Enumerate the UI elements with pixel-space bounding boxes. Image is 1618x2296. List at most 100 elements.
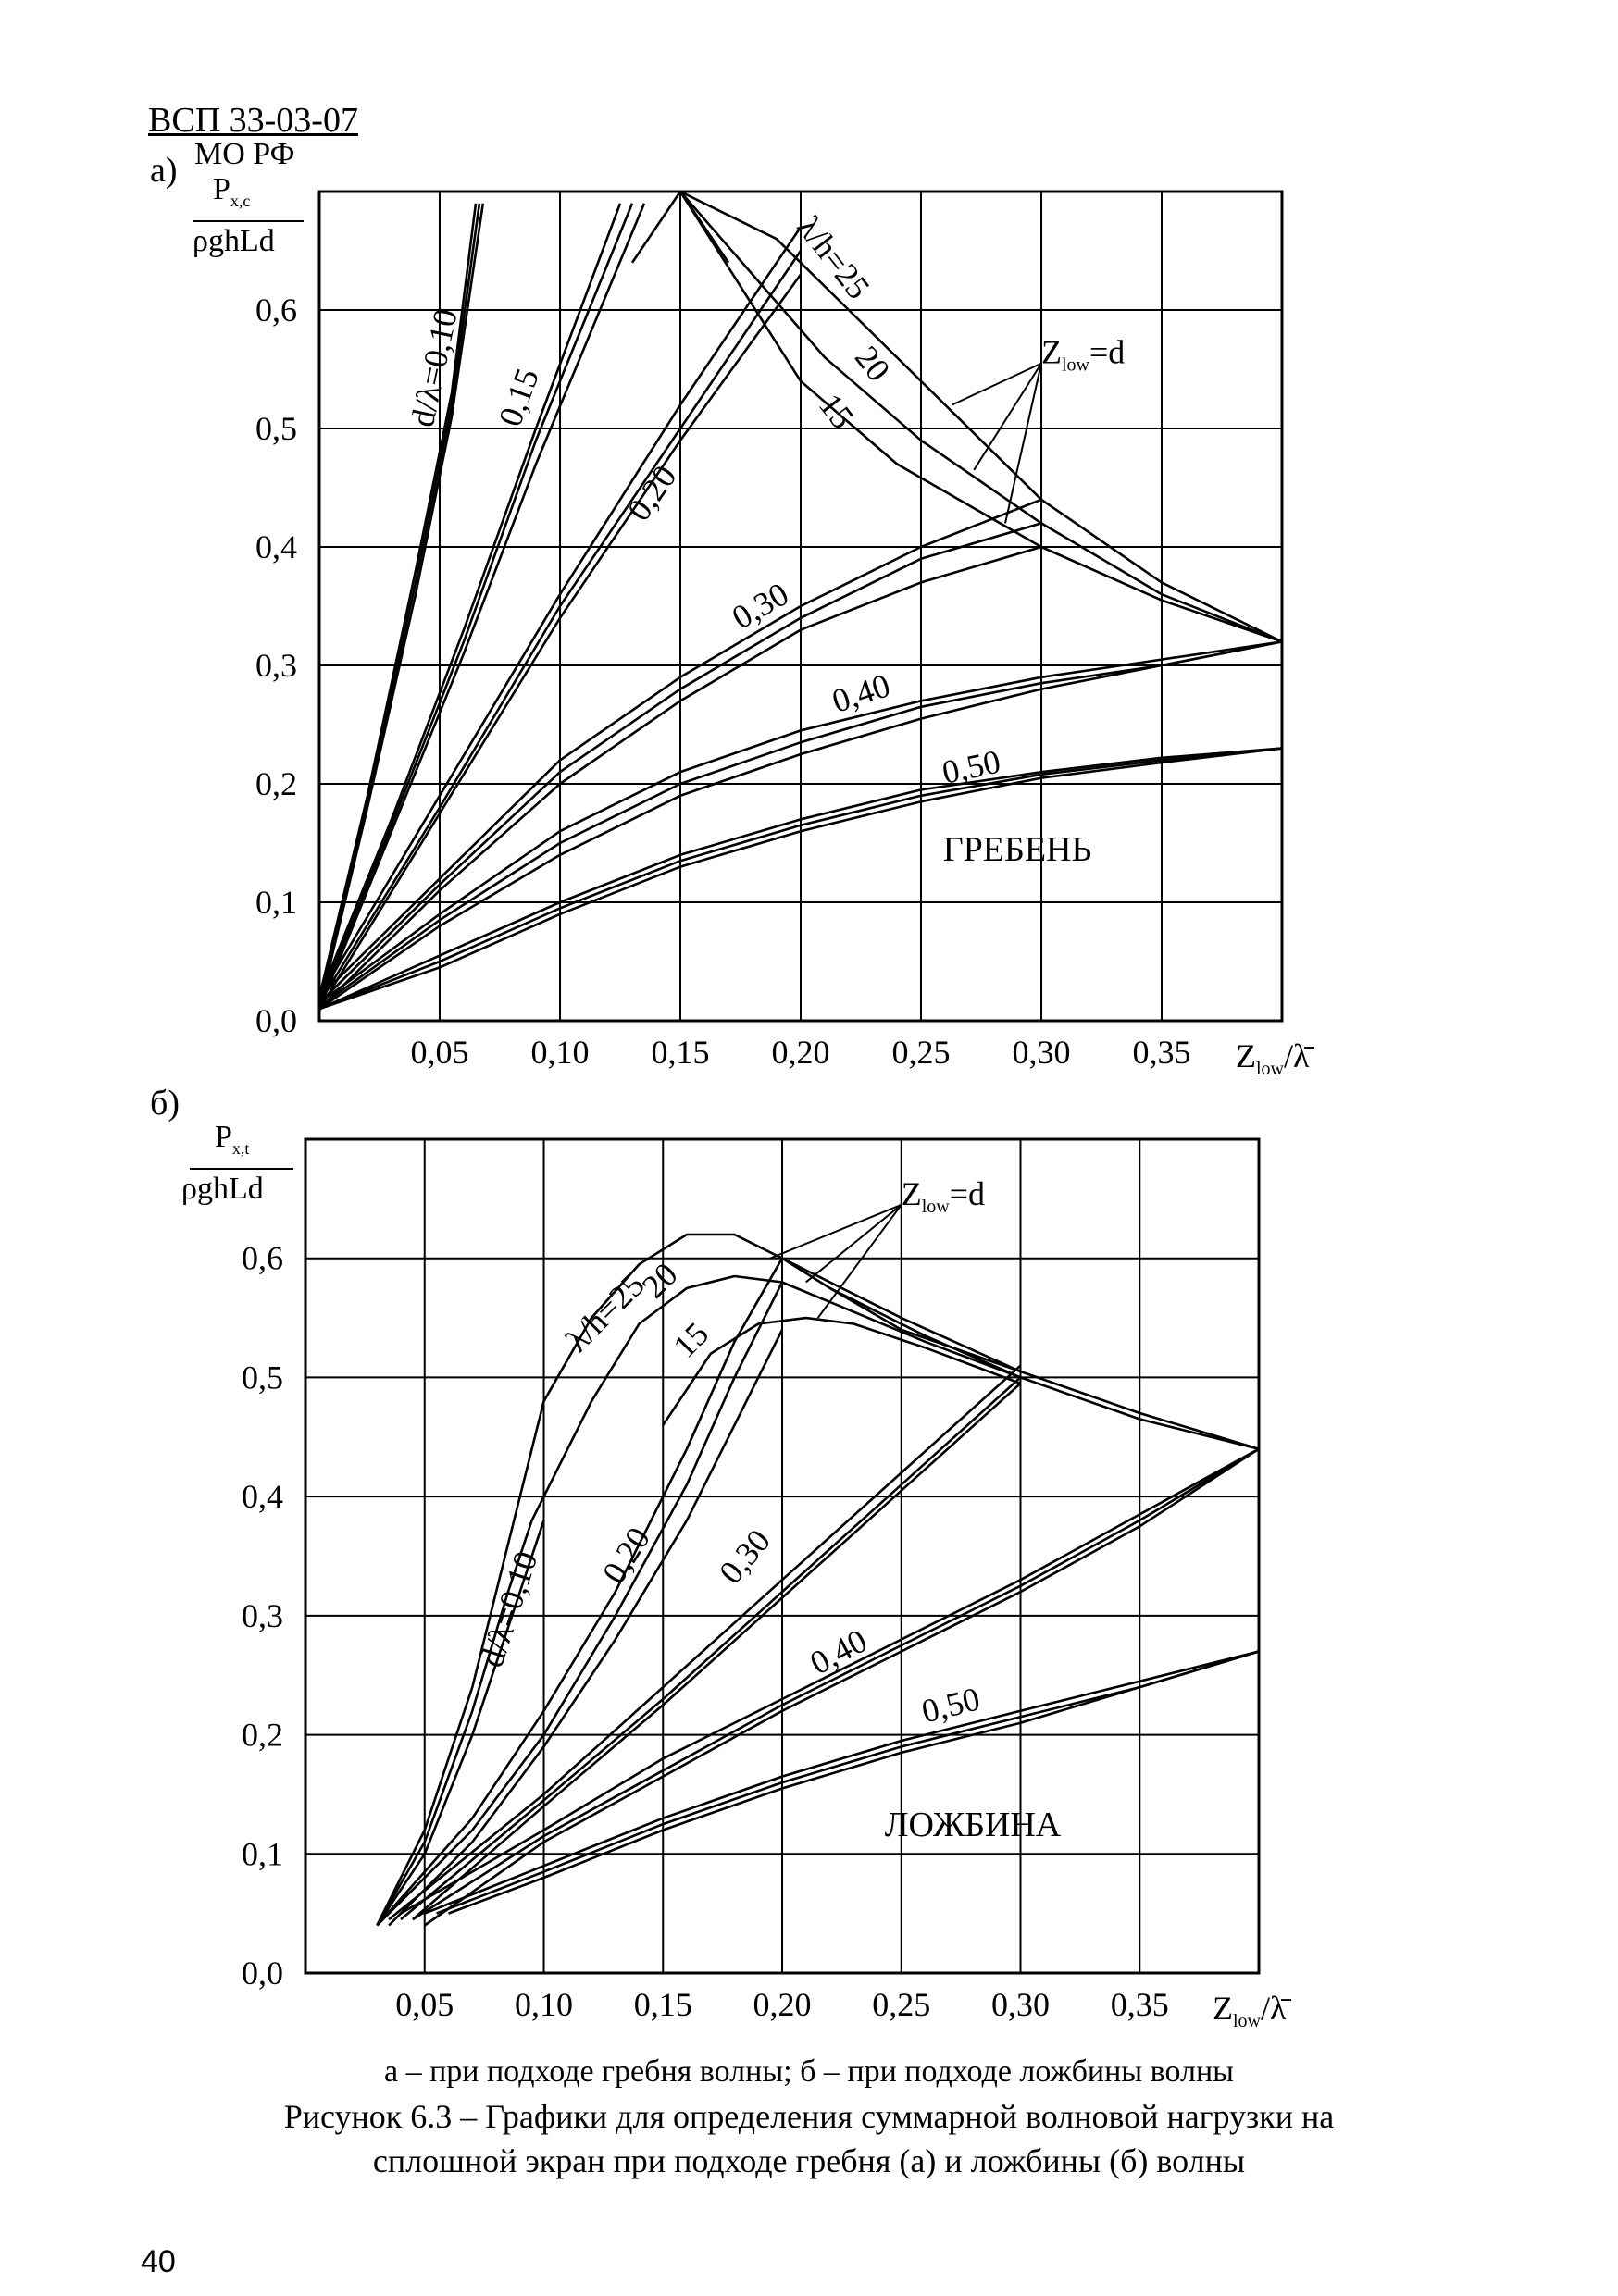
chart-a-y-tick-label: 0,2	[255, 765, 297, 802]
chart-a-zlow-pointer	[973, 363, 1042, 471]
chart-b-series-line	[781, 1257, 1260, 1450]
chart-a-series-line	[318, 522, 1042, 1004]
chart-b-series-line	[542, 1274, 1021, 1497]
chart-a-y-tick-label: 0,5	[255, 410, 297, 447]
chart-b-zlow-label: Zlow=d	[902, 1175, 985, 1217]
chart-b-series-line	[376, 1258, 784, 1927]
chart-a-series-line	[317, 250, 803, 1004]
y-unit-bottom-b: ρghLd	[181, 1172, 264, 1206]
chart-b-series-line	[424, 1650, 1260, 1915]
chart-a-series-line	[318, 747, 1283, 1011]
chart-a-lambda-h-label: λ/h=25	[790, 209, 877, 306]
y-unit-divider-b	[190, 1168, 293, 1170]
chart-a-series-line	[317, 203, 478, 998]
chart-a-series-line	[317, 203, 481, 1004]
chart-a-y-tick-label: 0,6	[255, 292, 297, 329]
chart-b-series-line	[388, 1329, 784, 1927]
chart-a-y-tick-label: 0,3	[255, 647, 297, 684]
chart-a-x-axis-label: Zlow/λ̄	[1236, 1037, 1314, 1079]
chart-b-region-label: ЛОЖБИНА	[885, 1806, 1062, 1844]
chart-a-series-line	[317, 226, 803, 999]
y-unit-top-b: Px,t	[215, 1120, 250, 1158]
chart-b-d-lambda-value: 0,40	[804, 1621, 873, 1682]
chart-b-x-tick-label: 0,10	[515, 1986, 573, 2023]
chart-a-x-tick-label: 0,35	[1133, 1034, 1191, 1071]
chart-b-series-line	[400, 1447, 1260, 1915]
chart-b-x-tick-label: 0,05	[395, 1986, 454, 2023]
chart-b-series-line	[376, 1400, 545, 1927]
chart-a-y-tick-label: 0,0	[255, 1002, 297, 1039]
chart-a-series-line	[317, 203, 622, 998]
chart-a-series-line	[317, 273, 803, 1010]
chart-a-x-tick-label: 0,25	[892, 1034, 951, 1071]
chart-b-plot-frame	[304, 1137, 1261, 1975]
page-number: 40	[141, 2244, 176, 2279]
chart-b-d-lambda-value: 0,20	[595, 1520, 657, 1590]
chart-b-y-tick-label: 0,6	[242, 1240, 283, 1277]
publisher-label: МО РФ	[194, 137, 295, 171]
chart-b-y-tick-label: 0,3	[242, 1597, 283, 1634]
chart-b-x-tick-label: 0,35	[1111, 1986, 1169, 2023]
chart-a-series-line	[317, 203, 646, 1010]
chart-a-x-tick-label: 0,10	[531, 1034, 590, 1071]
chart-a-x-tick-label: 0,30	[1013, 1034, 1071, 1071]
chart-b-zlow-pointer	[816, 1204, 902, 1319]
chart-b-y-tick-label: 0,5	[242, 1359, 283, 1396]
chart-a-series-line	[317, 203, 485, 1010]
chart-a-lambda-h-value: 20	[848, 339, 898, 388]
chart-b-series-line	[412, 1447, 1260, 1921]
chart-a-series-line	[317, 203, 634, 1004]
chart-b-series-line	[400, 1376, 1022, 1921]
chart-a-series-line	[679, 190, 1283, 643]
y-unit-top-a: Px,c	[213, 172, 251, 210]
chart-a-series-line	[318, 747, 1283, 1011]
chart-b-y-tick-label: 0,2	[242, 1717, 283, 1754]
chart-a-plot-frame	[317, 190, 1284, 1023]
chart-b-x-axis-label: Zlow/λ̄	[1213, 1990, 1291, 2031]
chart-a-series-line	[318, 747, 1283, 1011]
y-unit-divider-a	[193, 220, 304, 222]
panel-b-label: б)	[150, 1084, 180, 1123]
chart-a-d-lambda-value: 0,40	[828, 666, 894, 720]
chart-b-series-line	[376, 1496, 545, 1927]
chart-b-series-line	[662, 1316, 1021, 1426]
chart-b-zlow-pointer	[805, 1204, 902, 1284]
chart-a-x-tick-label: 0,05	[411, 1034, 469, 1071]
chart-b-series-line	[376, 1281, 784, 1927]
caption-figure-title: Рисунок 6.3 – Графики для определения су…	[283, 2098, 1335, 2135]
chart-a-series-line	[678, 191, 1283, 643]
chart-b-y-tick-label: 0,4	[242, 1478, 283, 1515]
chart-b-d-lambda-label: d/λ=0,10	[473, 1546, 545, 1671]
chart-b-x-tick-label: 0,20	[753, 1986, 812, 2023]
chart-a-zlow-pointer	[1004, 363, 1042, 524]
chart-a-series-line	[318, 640, 1283, 1004]
chart-a-series-line	[679, 191, 1283, 643]
chart-a-y-tick-label: 0,4	[255, 528, 297, 565]
chart-a-x-tick-label: 0,20	[772, 1034, 830, 1071]
chart-a-series-line	[318, 640, 1283, 1011]
chart-b-x-tick-label: 0,30	[991, 1986, 1050, 2023]
chart-a-series-line	[318, 640, 1283, 1008]
chart-a-series-line	[630, 190, 730, 264]
chart-a-zlow-pointer	[952, 362, 1042, 406]
document-code: ВСП 33-03-07	[148, 101, 358, 140]
caption-subtitle: а – при подходе гребня волны; б – при по…	[384, 2054, 1234, 2089]
chart-b-series-line	[542, 1233, 1021, 1402]
chart-b-series-line	[828, 1286, 1260, 1450]
chart-a-region-label: ГРЕБЕНЬ	[943, 830, 1092, 869]
chart-b-series-line	[448, 1650, 1260, 1915]
chart-b-x-tick-label: 0,15	[634, 1986, 692, 2023]
y-unit-bottom-a: ρghLd	[193, 224, 275, 258]
chart-a-zlow-label: Zlow=d	[1041, 334, 1125, 376]
chart-b-zlow-pointer	[769, 1203, 902, 1260]
chart-a-x-tick-label: 0,15	[652, 1034, 710, 1071]
chart-a-series-line	[318, 498, 1042, 999]
chart-b-series-line	[412, 1382, 1022, 1921]
chart-a-series-line	[318, 545, 1042, 1011]
chart-b-series-line	[436, 1650, 1260, 1915]
chart-b-x-tick-label: 0,25	[872, 1986, 930, 2023]
chart-a-y-tick-label: 0,1	[255, 884, 297, 921]
chart-b-y-tick-label: 0,1	[242, 1835, 283, 1872]
panel-a-label: а)	[150, 151, 178, 190]
